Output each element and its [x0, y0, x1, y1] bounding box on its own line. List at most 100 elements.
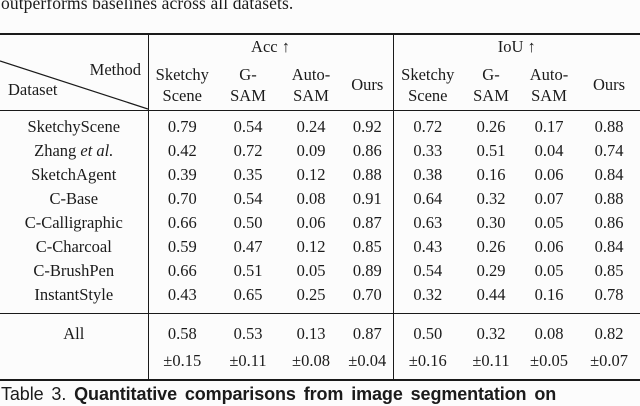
metric-value-cell: 0.24 [296, 117, 326, 136]
metric-value-cell: 0.54 [233, 117, 263, 136]
comparison-table: Method Dataset Acc ↑ IoU ↑ Sketchy Scene … [0, 33, 640, 381]
metric-value-cell: 0.05 [296, 261, 326, 280]
caption-text: Quantitative comparisons from image segm… [74, 384, 557, 404]
method-columns-row: Sketchy Scene G- SAM Auto- SAM Ours Sketchy… [0, 59, 640, 111]
metric-value-cell: 0.43 [413, 237, 443, 256]
dataset-label: C-Base [0, 187, 149, 211]
metric-value-cell: 0.29 [476, 261, 506, 280]
table-row: C-Calligraphic 0.66 0.50 0.06 0.87 0.63 0.30 0.… [0, 211, 640, 235]
group-header-iou: IoU ↑ [497, 37, 536, 56]
metric-value-cell: 0.32 [462, 313, 521, 347]
table-row: Zhang et al. 0.42 0.72 0.09 0.86 0.33 0.51 0.04… [0, 139, 640, 163]
dataset-label: SketchAgent [0, 163, 149, 187]
caption-number: Table 3. [1, 384, 67, 404]
metric-value-cell: 0.54 [233, 189, 263, 208]
summary-std-row: ±0.15 ±0.11 ±0.08 ±0.04 ±0.16 ±0.11 ±0.0… [0, 347, 640, 380]
metric-value-cell: 0.89 [342, 259, 394, 283]
metric-value-cell: 0.86 [594, 213, 624, 232]
corner-dataset-label: Dataset [8, 80, 58, 99]
metric-value-cell: 0.87 [342, 211, 394, 235]
col-header-ours-acc: Ours [342, 59, 394, 111]
metric-value-cell: 0.26 [476, 237, 506, 256]
metric-value-cell: 0.16 [476, 165, 506, 184]
metric-value-cell: 0.84 [594, 165, 624, 184]
col-header-gsam-acc: G- SAM [216, 59, 280, 111]
metric-value-cell: 0.26 [476, 117, 506, 136]
table-body: SketchyScene 0.79 0.54 0.24 0.92 0.72 0.26 0.17… [0, 110, 640, 314]
metric-value-cell: 0.85 [594, 261, 624, 280]
metric-value-cell: 0.51 [233, 261, 263, 280]
diagonal-divider [0, 60, 148, 110]
col-header-gsam-iou: G- SAM [462, 59, 521, 111]
metric-value-cell: 0.74 [594, 141, 624, 160]
metric-value-cell: 0.05 [534, 261, 564, 280]
metric-value-cell: 0.13 [280, 313, 342, 347]
metric-std-cell: ±0.11 [229, 350, 267, 370]
metric-value-cell: 0.79 [167, 117, 197, 136]
table-row: InstantStyle 0.43 0.65 0.25 0.70 0.32 0.44 0.16… [0, 283, 640, 314]
metric-value-cell: 0.50 [233, 213, 263, 232]
table-row: SketchyScene 0.79 0.54 0.24 0.92 0.72 0.26 0.17… [0, 110, 640, 139]
metric-value-cell: 0.35 [233, 165, 263, 184]
metric-value-cell: 0.50 [393, 313, 463, 347]
metric-value-cell: 0.72 [413, 117, 443, 136]
metric-std-cell: ±0.15 [163, 350, 202, 370]
metric-value-cell: 0.72 [233, 141, 263, 160]
metric-std-cell: ±0.11 [472, 350, 510, 370]
summary-label: All [0, 313, 149, 347]
dataset-label: InstantStyle [0, 283, 149, 314]
metric-value-cell: 0.88 [342, 163, 394, 187]
metric-value-cell: 0.82 [578, 313, 640, 347]
metric-value-cell: 0.08 [296, 189, 326, 208]
col-header-sketchyscene-acc: Sketchy Scene [148, 59, 216, 111]
metric-value-cell: 0.88 [594, 189, 624, 208]
metric-value-cell: 0.32 [476, 189, 506, 208]
metric-value-cell: 0.32 [413, 285, 443, 304]
metric-value-cell: 0.59 [167, 237, 197, 256]
metric-value-cell: 0.05 [534, 213, 564, 232]
table-row: C-Base 0.70 0.54 0.08 0.91 0.64 0.32 0.07 0.88 [0, 187, 640, 211]
metric-value-cell: 0.51 [476, 141, 506, 160]
dataset-label: Zhang et al. [0, 139, 149, 163]
metric-value-cell: 0.66 [167, 213, 197, 232]
metric-value-cell: 0.54 [413, 261, 443, 280]
metric-value-cell: 0.06 [534, 165, 564, 184]
col-header-ours-iou: Ours [578, 59, 640, 111]
group-header-acc: Acc ↑ [148, 34, 394, 59]
col-header-autosam-iou: Auto- SAM [520, 59, 579, 111]
metric-value-cell: 0.64 [413, 189, 443, 208]
metric-value-cell: 0.86 [342, 139, 394, 163]
metric-value-cell: 0.38 [413, 165, 443, 184]
metric-value-cell: 0.70 [167, 189, 197, 208]
metric-std-cell: ±0.16 [408, 350, 447, 370]
metric-group-row: Method Dataset Acc ↑ IoU ↑ [0, 34, 640, 111]
metric-value-cell: 0.30 [476, 213, 506, 232]
body-text-fragment: outperforms baselines across all dataset… [1, 0, 294, 13]
metric-std-cell: ±0.04 [342, 347, 394, 380]
metric-value-cell: 0.92 [342, 110, 394, 139]
col-header-autosam-acc: Auto- SAM [280, 59, 342, 111]
metric-value-cell: 0.17 [534, 117, 564, 136]
dataset-label: C-BrushPen [0, 259, 149, 283]
metric-value-cell: 0.65 [233, 285, 263, 304]
metric-value-cell: 0.58 [148, 313, 216, 347]
summary-std-label [0, 347, 149, 380]
metric-value-cell: 0.33 [413, 141, 443, 160]
corner-cell: Method Dataset [0, 34, 149, 111]
metric-value-cell: 0.16 [534, 285, 564, 304]
metric-value-cell: 0.08 [520, 313, 579, 347]
metric-value-cell: 0.87 [342, 313, 394, 347]
metric-value-cell: 0.66 [167, 261, 197, 280]
metric-value-cell: 0.84 [594, 237, 624, 256]
metric-value-cell: 0.06 [296, 213, 326, 232]
metric-value-cell: 0.12 [296, 237, 326, 256]
metric-value-cell: 0.06 [534, 237, 564, 256]
metric-value-cell: 0.04 [534, 141, 564, 160]
summary-row: All 0.58 0.53 0.13 0.87 0.50 0.32 0.08 0… [0, 313, 640, 347]
metric-value-cell: 0.25 [296, 285, 326, 304]
col-header-sketchyscene-iou: Sketchy Scene [393, 59, 463, 111]
metric-value-cell: 0.42 [167, 141, 197, 160]
table-header: Method Dataset Acc ↑ IoU ↑ Sketchy Scene … [0, 34, 640, 111]
table-row: SketchAgent 0.39 0.35 0.12 0.88 0.38 0.16 0.06 0… [0, 163, 640, 187]
